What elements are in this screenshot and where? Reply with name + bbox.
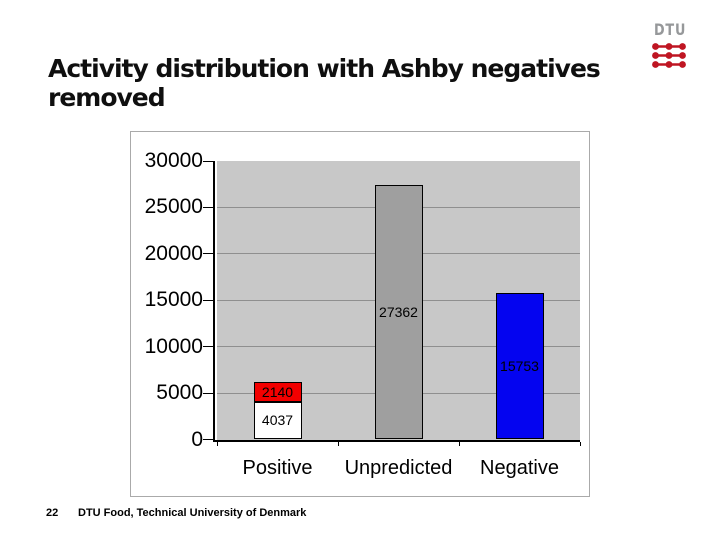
x-tick <box>458 441 460 446</box>
bar-value-label: 15753 <box>500 357 539 374</box>
y-tick <box>203 253 213 255</box>
bar-value-label: 27362 <box>379 303 418 320</box>
chart: 0 5000 10000 15000 20000 25000 30000 4037 2140 Po… <box>130 131 590 497</box>
dtu-logo: DTU <box>651 20 691 74</box>
bar-segment-negative: 15753 <box>495 293 544 440</box>
y-tick <box>203 346 213 348</box>
bar-segment-unpredicted: 27362 <box>374 185 423 440</box>
page-number: 22 <box>46 507 59 519</box>
y-axis <box>213 161 215 442</box>
bar-value-label: 4037 <box>261 412 294 429</box>
y-tick <box>203 206 213 208</box>
y-tick-label: 25000 <box>144 195 203 219</box>
x-axis <box>213 439 580 442</box>
y-tick-label: 0 <box>191 427 203 451</box>
y-tick <box>203 392 213 394</box>
y-tick <box>203 299 213 301</box>
bar-value-label: 2140 <box>261 383 294 400</box>
slide-title: Activity distribution with Ashby negativ… <box>48 54 601 112</box>
y-tick-label: 30000 <box>144 149 203 172</box>
x-tick <box>337 441 339 446</box>
bar-segment-positive: 2140 <box>253 382 302 403</box>
dtu-logo-waves-icon <box>652 43 686 68</box>
y-tick <box>203 439 213 440</box>
bar-segment-positive: 4037 <box>253 402 302 440</box>
x-axis-label-positive: Positive <box>242 456 313 479</box>
dtu-logo-text: DTU <box>654 20 687 39</box>
footer-text: DTU Food, Technical University of Denmar… <box>78 507 307 519</box>
x-axis-label-unpredicted: Unpredicted <box>344 456 453 479</box>
y-tick-label: 5000 <box>156 381 203 405</box>
slide-title-line2: removed <box>48 82 166 112</box>
x-tick <box>579 441 581 446</box>
x-axis-label-negative: Negative <box>480 456 559 479</box>
y-tick-label: 15000 <box>144 288 203 312</box>
slide-title-line1: Activity distribution with Ashby negativ… <box>48 54 601 83</box>
y-tick-label: 10000 <box>144 334 203 358</box>
y-tick <box>203 160 213 162</box>
y-tick-label: 20000 <box>144 241 203 265</box>
x-tick <box>216 441 218 446</box>
